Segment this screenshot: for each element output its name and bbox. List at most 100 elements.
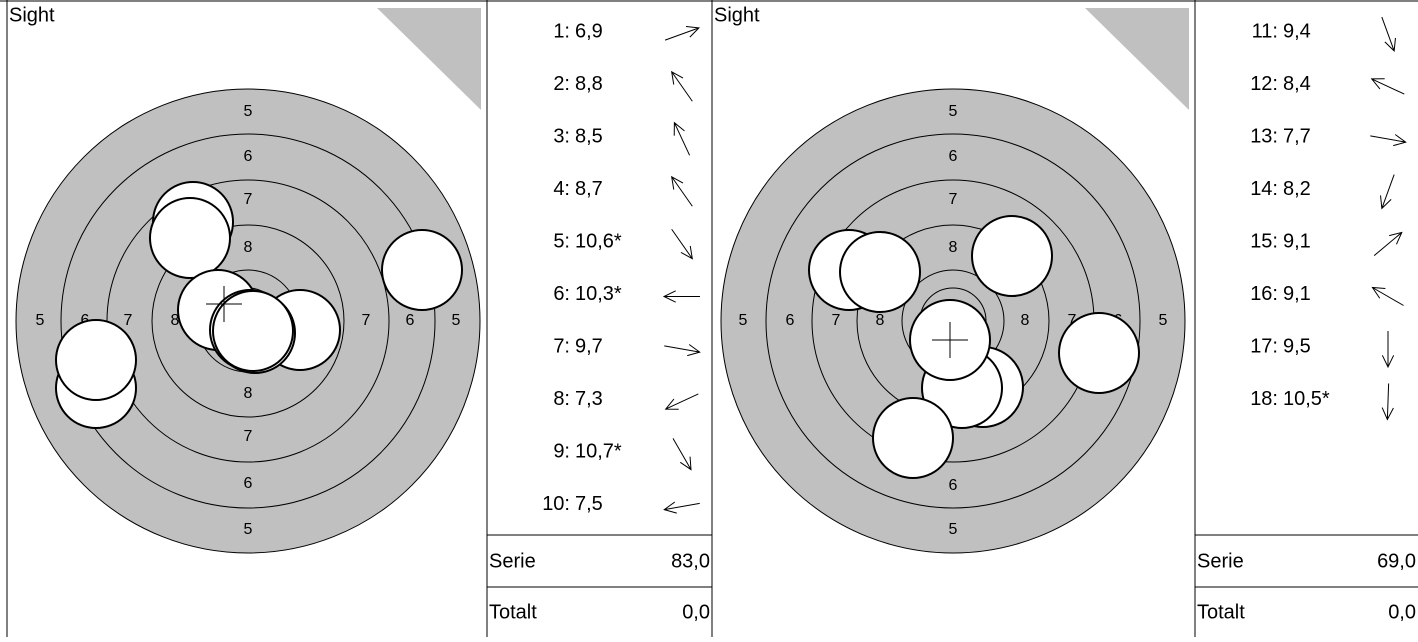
shot-direction: [671, 70, 693, 102]
ring-label: 6: [244, 148, 253, 165]
shot-direction: [664, 393, 699, 410]
shot-direction: [663, 501, 700, 514]
shot-direction: [1381, 16, 1396, 52]
shot-number: 6:: [553, 283, 570, 305]
shot-score: 6,9: [575, 20, 603, 42]
ring-label: 8: [244, 239, 253, 256]
ring-label: 7: [244, 191, 253, 208]
totalt-label: Totalt: [489, 601, 537, 623]
shot-direction: [1370, 78, 1405, 95]
ring-label: 7: [362, 312, 371, 329]
shot-hole: [839, 231, 921, 313]
shot-direction: [664, 26, 700, 41]
shot-hole: [212, 290, 294, 372]
totalt-label: Totalt: [1197, 601, 1245, 623]
shot-number: 16:: [1250, 283, 1278, 305]
ring-label: 8: [1021, 312, 1030, 329]
serie-label: Serie: [489, 550, 536, 572]
ring-label: 7: [1068, 312, 1077, 329]
ring-label: 5: [244, 521, 253, 538]
target-panel: Sight5678876556788765: [6, 0, 488, 637]
shot-score: 10,6*: [575, 230, 622, 252]
ring-label: 5: [949, 521, 958, 538]
ring-label: 6: [949, 477, 958, 494]
shot-number: 2:: [553, 73, 570, 95]
shot-number: 18:: [1250, 388, 1278, 410]
shot-number: 7:: [553, 335, 570, 357]
shot-score: 7,7: [1283, 125, 1311, 147]
shot-number: 8:: [553, 388, 570, 410]
shot-score: 9,1: [1283, 283, 1311, 305]
target-ring: [60, 133, 436, 509]
ring-label: 6: [244, 475, 253, 492]
target-ring: [151, 224, 345, 418]
ring-label: 5: [1159, 312, 1168, 329]
shot-direction: [1381, 331, 1395, 369]
shot-number: 15:: [1250, 230, 1278, 252]
shot-direction: [672, 438, 692, 471]
ring-label: 6: [949, 148, 958, 165]
shot-list: 1: 6,9 2: 8,8 3: 8,5 4: 8,7 5: 10,6* 6: 10,3* 7: 9,7 8…: [487, 20, 712, 623]
shot-number: 4:: [553, 178, 570, 200]
ring-label: 5: [949, 103, 958, 120]
ring-label: 6: [786, 312, 795, 329]
ring-label: 7: [244, 428, 253, 445]
ring-label: 6: [406, 312, 415, 329]
center-cross: [206, 286, 242, 322]
shot-number: 9:: [553, 440, 570, 462]
shot-hole: [381, 229, 463, 311]
shot-score: 10,7*: [575, 440, 622, 462]
shot-number: 17:: [1250, 335, 1278, 357]
shot-list: 11: 9,412: 8,413: 7,714: 8,215: 9,116: 9,117: 9…: [1195, 16, 1418, 623]
ring-label: 5: [36, 312, 45, 329]
shot-score: 9,5: [1283, 335, 1311, 357]
shot-score: 8,7: [575, 178, 603, 200]
ring-label: 8: [171, 312, 180, 329]
shot-direction: [1370, 134, 1407, 147]
serie-value: 69,0: [1377, 550, 1416, 572]
ring-label: 7: [832, 312, 841, 329]
ring-label: 7: [124, 312, 133, 329]
ring-label: 8: [949, 239, 958, 256]
corner-indicator: [1085, 8, 1189, 110]
shot-direction: [662, 290, 700, 303]
shot-direction: [673, 121, 691, 156]
shot-direction: [1373, 231, 1403, 256]
corner-indicator: [377, 8, 481, 110]
shot-hole: [149, 197, 231, 279]
shot-score: 9,4: [1283, 20, 1311, 42]
target-panel: Sight56786556788765: [711, 0, 1196, 637]
shot-direction: [1380, 174, 1395, 210]
shot-number: 1:: [553, 20, 570, 42]
shot-number: 12:: [1250, 73, 1278, 95]
shot-score: 9,1: [1283, 230, 1311, 252]
shot-hole: [971, 215, 1053, 297]
shot-number: 14:: [1250, 178, 1278, 200]
ring-label: 7: [949, 191, 958, 208]
shot-score: 10,5*: [1283, 388, 1330, 410]
shot-number: 5:: [553, 230, 570, 252]
panel-label: Sight: [9, 4, 55, 26]
target-ring: [765, 133, 1141, 509]
shot-score: 7,5: [575, 493, 603, 515]
shot-hole: [872, 397, 954, 479]
panel-label: Sight: [714, 4, 760, 26]
shot-hole: [55, 319, 137, 401]
shot-score: 8,4: [1283, 73, 1311, 95]
ring-label: 5: [244, 103, 253, 120]
shot-score: 8,5: [575, 125, 603, 147]
shot-score: 8,8: [575, 73, 603, 95]
shot-direction: [1381, 383, 1394, 421]
shot-direction: [1371, 286, 1404, 306]
shot-number: 13:: [1250, 125, 1278, 147]
shot-score: 7,3: [575, 388, 603, 410]
ring-label: 8: [876, 312, 885, 329]
shot-score: 8,2: [1283, 178, 1311, 200]
serie-label: Serie: [1197, 550, 1244, 572]
shot-score: 9,7: [575, 335, 603, 357]
serie-value: 83,0: [671, 550, 710, 572]
ring-label: 5: [739, 312, 748, 329]
totalt-value: 0,0: [682, 601, 710, 623]
shot-number: 11:: [1252, 20, 1278, 42]
